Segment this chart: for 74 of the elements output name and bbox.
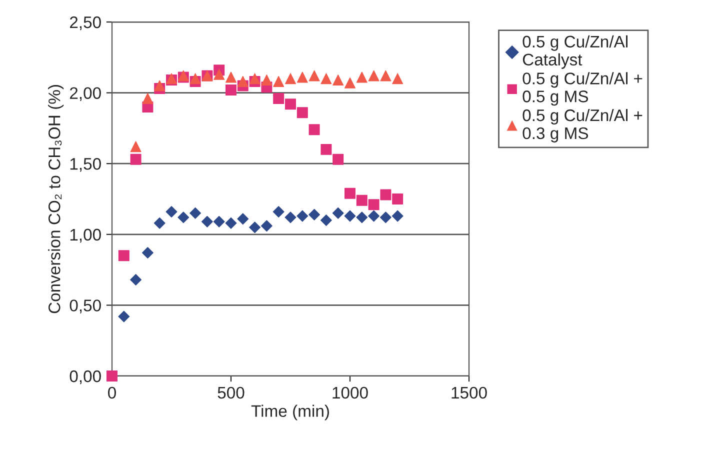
x-tick-label: 1500 xyxy=(452,386,487,399)
point xyxy=(380,212,392,224)
point xyxy=(320,144,332,155)
point xyxy=(142,247,154,259)
point xyxy=(142,92,154,104)
point xyxy=(154,80,166,92)
point xyxy=(130,141,142,152)
point xyxy=(368,199,380,210)
point xyxy=(380,189,392,200)
point xyxy=(273,92,284,104)
point xyxy=(296,210,308,222)
point xyxy=(130,274,142,286)
x-axis-title: Time (min) xyxy=(251,404,329,420)
point xyxy=(225,217,237,229)
point xyxy=(332,207,344,219)
point xyxy=(285,98,296,110)
point xyxy=(226,72,236,83)
point xyxy=(273,76,284,87)
point xyxy=(356,72,368,83)
point xyxy=(190,207,202,219)
point xyxy=(356,212,368,224)
point xyxy=(320,73,332,84)
y-tick-label: 2,00 xyxy=(70,87,101,101)
point xyxy=(237,213,249,225)
point xyxy=(308,124,320,136)
point xyxy=(130,154,142,165)
point xyxy=(392,210,404,222)
point xyxy=(285,73,296,84)
point xyxy=(392,194,404,204)
point xyxy=(226,84,236,96)
point xyxy=(368,70,380,82)
point xyxy=(320,214,332,226)
point xyxy=(392,73,404,84)
point xyxy=(214,68,225,80)
y-tick-label: 1,50 xyxy=(70,158,101,172)
point xyxy=(272,206,284,218)
point xyxy=(237,76,248,87)
point xyxy=(296,72,308,83)
x-tick-label: 0 xyxy=(108,386,116,399)
point xyxy=(308,208,320,220)
point xyxy=(201,216,213,228)
point xyxy=(332,74,344,86)
point xyxy=(368,210,380,222)
point xyxy=(261,74,272,86)
point xyxy=(118,250,130,262)
point xyxy=(249,222,261,234)
legend-label: 0.5 g Cu/Zn/Al Catalyst xyxy=(522,35,628,69)
point xyxy=(308,70,320,82)
legend-label: 0.5 g Cu/Zn/Al + 0.3 g MS xyxy=(522,108,642,142)
point xyxy=(380,70,392,82)
x-tick-label: 500 xyxy=(218,386,244,399)
point xyxy=(332,154,344,165)
point xyxy=(190,73,201,84)
point xyxy=(106,370,118,382)
point xyxy=(260,220,272,232)
point xyxy=(344,188,356,199)
y-tick-label: 0,50 xyxy=(70,300,101,314)
point xyxy=(344,210,356,222)
y-axis-title: Conversion CO₂ to CH₃OH (%) xyxy=(48,85,64,314)
point xyxy=(154,217,166,229)
y-tick-label: 1,00 xyxy=(70,228,101,243)
y-tick-label: 0,00 xyxy=(70,370,101,384)
point xyxy=(178,212,190,224)
point xyxy=(284,212,296,224)
y-tick-label: 2,50 xyxy=(70,16,101,30)
point xyxy=(213,216,225,228)
point xyxy=(166,206,178,218)
point xyxy=(356,194,368,206)
point xyxy=(118,310,130,322)
x-tick-label: 1000 xyxy=(332,386,368,399)
legend-label: 0.5 g Cu/Zn/Al + 0.5 g MS xyxy=(522,72,642,106)
point xyxy=(249,73,260,84)
point xyxy=(344,77,356,88)
point xyxy=(296,107,308,118)
